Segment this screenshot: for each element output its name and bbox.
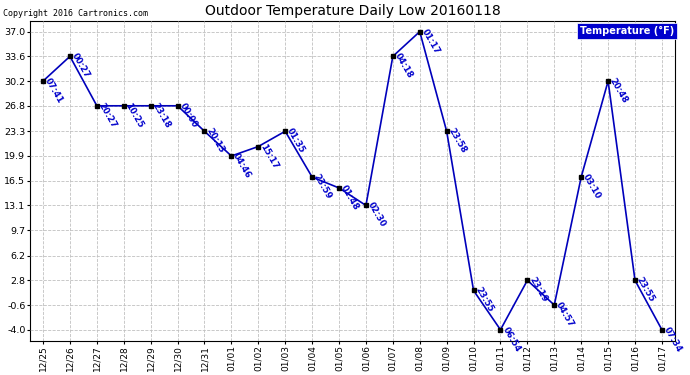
Text: 07:34: 07:34 (662, 325, 684, 354)
Text: 20:48: 20:48 (608, 76, 630, 105)
Text: 01:17: 01:17 (420, 27, 442, 56)
Text: 00:27: 00:27 (70, 52, 92, 80)
Text: 20:13: 20:13 (204, 127, 226, 155)
Title: Outdoor Temperature Daily Low 20160118: Outdoor Temperature Daily Low 20160118 (205, 4, 500, 18)
Text: Temperature (°F): Temperature (°F) (580, 26, 674, 36)
Text: Copyright 2016 Cartronics.com: Copyright 2016 Cartronics.com (3, 9, 148, 18)
Text: 04:18: 04:18 (393, 52, 415, 80)
Text: 07:41: 07:41 (43, 76, 65, 105)
Text: 01:35: 01:35 (285, 127, 306, 155)
Text: 06:54: 06:54 (500, 325, 522, 354)
Text: 23:55: 23:55 (473, 286, 495, 314)
Text: 23:55: 23:55 (635, 276, 656, 304)
Text: 04:57: 04:57 (554, 300, 576, 329)
Text: 15:17: 15:17 (258, 142, 280, 170)
Text: 01:48: 01:48 (339, 183, 361, 212)
Text: 03:10: 03:10 (581, 172, 602, 201)
Text: 20:27: 20:27 (97, 101, 119, 130)
Text: 04:46: 04:46 (231, 152, 253, 180)
Text: 10:25: 10:25 (124, 101, 145, 129)
Text: 02:30: 02:30 (366, 201, 387, 229)
Text: 23:59: 23:59 (312, 172, 333, 201)
Text: 23:19: 23:19 (527, 276, 549, 304)
Text: 23:58: 23:58 (446, 127, 468, 155)
Text: 23:18: 23:18 (150, 101, 172, 130)
Text: 00:00: 00:00 (177, 101, 199, 129)
